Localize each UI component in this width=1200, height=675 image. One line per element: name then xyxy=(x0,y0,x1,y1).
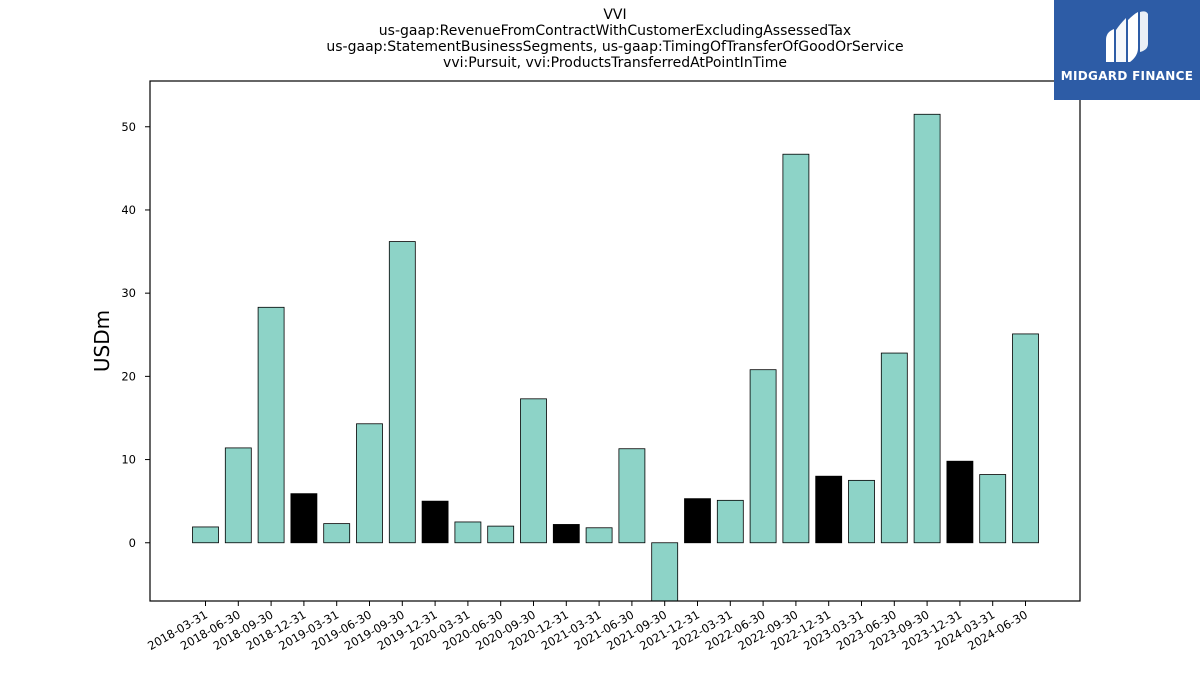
bar-2021-03-31 xyxy=(585,527,613,544)
y-tick-label: 20 xyxy=(121,369,136,383)
bar-2023-06-30 xyxy=(880,352,908,544)
bar-2021-09-30 xyxy=(651,542,679,602)
title-line-1: VVI xyxy=(603,7,627,23)
logo-mark-icon xyxy=(1106,11,1148,62)
bar-2021-06-30 xyxy=(618,448,646,544)
bar-2022-03-31 xyxy=(716,499,744,544)
bar-2019-09-30 xyxy=(388,241,416,544)
y-tick-label: 30 xyxy=(121,286,136,300)
y-tick-label: 10 xyxy=(121,453,136,467)
bar-2020-06-30 xyxy=(487,525,515,544)
logo-text: MIDGARD FINANCE xyxy=(1060,69,1194,83)
y-tick-label: 40 xyxy=(121,203,136,217)
bar-2019-06-30 xyxy=(356,423,383,544)
brand-logo: MIDGARD FINANCE xyxy=(1054,0,1200,100)
bar-2018-12-31 xyxy=(290,493,318,544)
bar-2019-03-31 xyxy=(323,523,351,544)
bar-2024-06-30 xyxy=(1012,333,1039,544)
bar-2019-12-31 xyxy=(421,500,449,544)
y-axis-label: USDm xyxy=(90,310,114,372)
bars-group xyxy=(192,113,1039,602)
plot-frame xyxy=(149,80,1081,602)
bar-2022-09-30 xyxy=(782,153,810,544)
chart-title: VVI us-gaap:RevenueFromContractWithCusto… xyxy=(150,7,1080,71)
bar-2022-12-31 xyxy=(815,475,843,544)
bar-2023-12-31 xyxy=(946,460,974,544)
bar-2022-06-30 xyxy=(749,369,777,544)
y-axis: 0 10 20 30 40 50 xyxy=(121,120,150,550)
bar-2018-06-30 xyxy=(224,447,252,544)
y-tick-label: 50 xyxy=(121,120,136,134)
x-axis: 2018-03-312018-06-302018-09-302018-12-31… xyxy=(145,601,1030,653)
bar-2018-03-31 xyxy=(192,526,219,544)
bar-2024-03-31 xyxy=(979,474,1007,544)
bar-2020-03-31 xyxy=(454,521,482,544)
title-line-4: vvi:Pursuit, vvi:ProductsTransferredAtPo… xyxy=(443,55,787,71)
bar-2023-09-30 xyxy=(913,113,941,544)
bar-2021-12-31 xyxy=(684,498,711,544)
bar-2023-03-31 xyxy=(848,479,875,544)
bar-2020-09-30 xyxy=(520,398,547,544)
title-line-3: us-gaap:StatementBusinessSegments, us-ga… xyxy=(326,39,904,55)
title-line-2: us-gaap:RevenueFromContractWithCustomerE… xyxy=(378,23,852,39)
bar-2018-09-30 xyxy=(257,306,285,544)
bar-2020-12-31 xyxy=(552,524,580,544)
y-tick-label: 0 xyxy=(129,536,136,550)
